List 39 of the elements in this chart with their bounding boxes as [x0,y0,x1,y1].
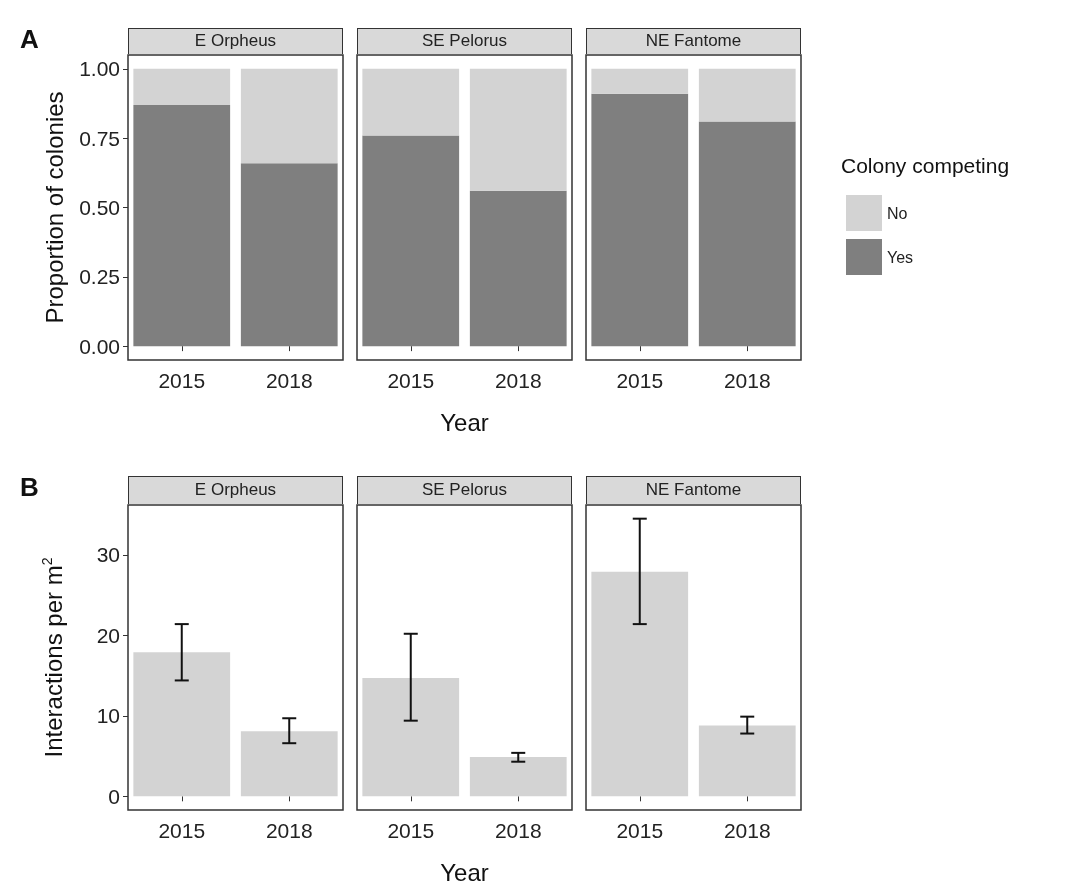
chart-title: SE Pelorus [421,31,508,52]
chart-title: E Orpheus [194,480,277,501]
legend-label: No [887,204,908,222]
y-tick-label: 0.25 [79,265,120,289]
y-axis-title: Interactions per m2 [39,557,67,758]
y-tick-label: 0 [108,784,120,808]
x-tick-label: 2018 [494,369,542,392]
x-tick-label: 2015 [616,369,664,392]
legend-label: Yes [887,248,914,266]
chart-title: NE Fantome [645,31,742,52]
y-tick-label: 0.00 [79,334,120,358]
x-tick-label: 2015 [158,369,206,392]
y-tick-label: 1.00 [79,57,120,81]
x-tick-label: 2018 [494,819,542,842]
text: A [20,24,39,55]
x-tick-label: 2015 [387,369,435,392]
chart-title: E Orpheus [194,31,277,52]
bar [240,68,338,164]
x-tick-label: 2015 [616,819,664,842]
y-tick-label: 30 [96,543,120,567]
y-tick-label: 20 [96,623,120,647]
x-tick-label: 2015 [158,819,206,842]
x-tick-label: 2018 [723,369,771,392]
x-tick-label: 2018 [265,819,313,842]
x-tick-label: 2015 [387,819,435,842]
bar [240,163,338,347]
x-axis-title: Year [440,408,489,436]
y-tick-label: 10 [96,704,120,728]
x-axis-title: Year [440,858,489,886]
y-axis-title: Proportion of colonies [40,91,68,324]
bar [133,68,231,105]
y-tick-label: 0.75 [79,126,120,150]
y-tick-label: 0.50 [79,196,120,219]
chart-title: NE Fantome [645,480,742,501]
chart-title: SE Pelorus [421,480,508,501]
x-tick-label: 2018 [723,819,771,842]
legend-title: Colony competing [841,154,1010,177]
text: B [20,472,39,503]
x-tick-label: 2018 [265,369,313,392]
